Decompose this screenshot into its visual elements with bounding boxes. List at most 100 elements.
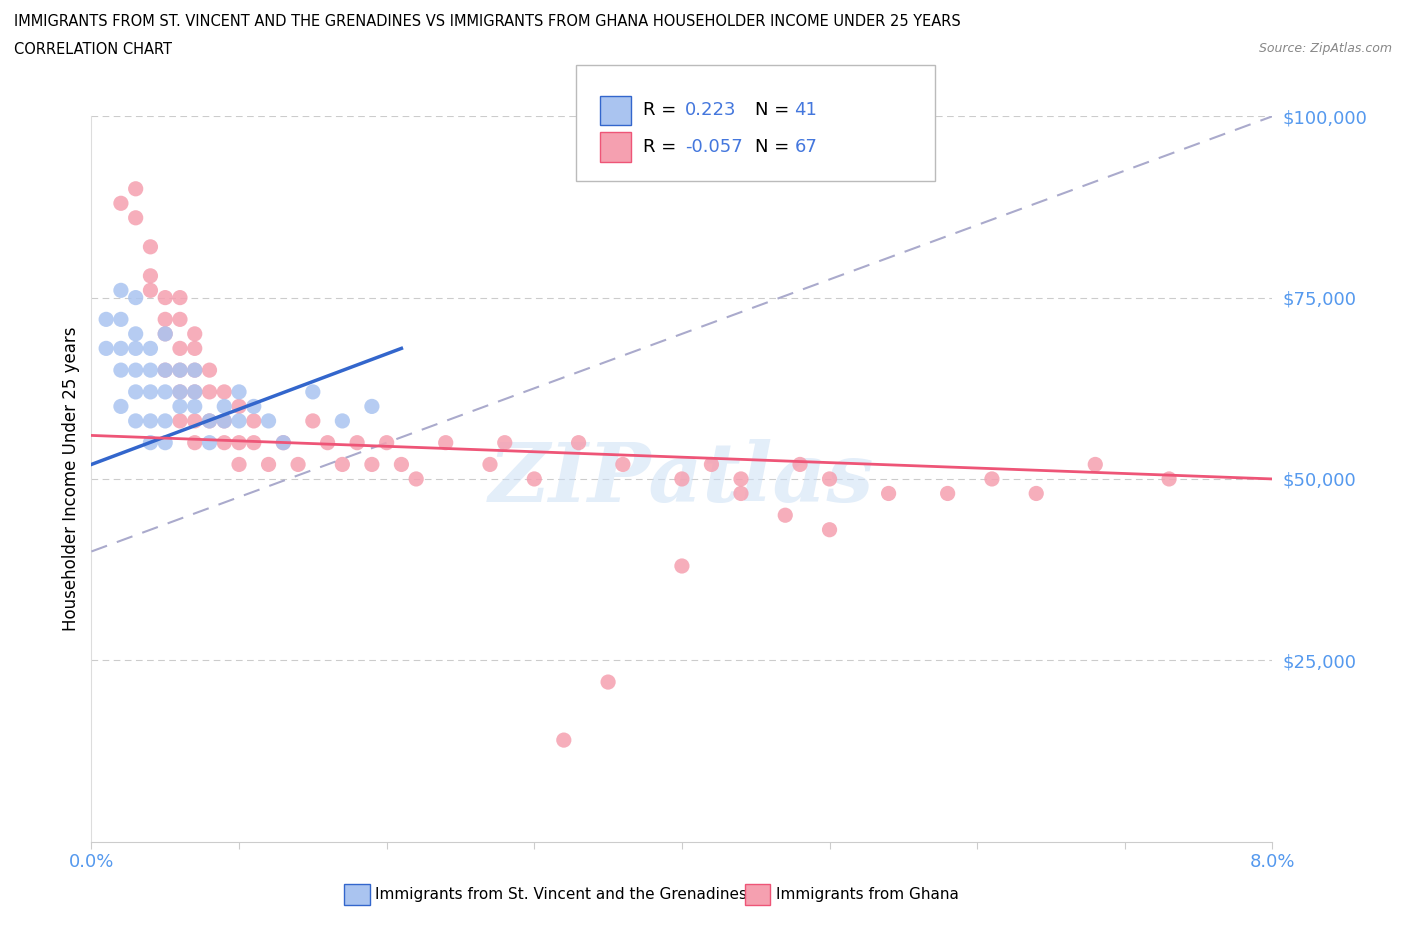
Point <box>1025 486 1047 501</box>
Point <box>139 283 162 298</box>
Point <box>877 486 900 501</box>
Point <box>789 457 811 472</box>
Point <box>671 472 693 486</box>
Point <box>346 435 368 450</box>
Point <box>110 399 132 414</box>
Point <box>183 435 207 450</box>
Point <box>139 239 162 254</box>
Point <box>568 435 591 450</box>
Point <box>139 435 162 450</box>
Point <box>228 384 250 399</box>
Point <box>360 457 382 472</box>
Point <box>169 399 191 414</box>
Point <box>332 414 354 429</box>
Point <box>243 399 266 414</box>
Point <box>124 210 148 225</box>
Text: R =: R = <box>643 101 682 119</box>
Point <box>139 363 162 378</box>
Point <box>110 341 132 356</box>
Point <box>243 414 266 429</box>
Point <box>730 486 752 501</box>
Point <box>110 283 132 298</box>
Text: R =: R = <box>643 138 682 155</box>
Point <box>110 363 132 378</box>
Point <box>1084 457 1107 472</box>
Point <box>1159 472 1181 486</box>
Point <box>153 414 177 429</box>
Point <box>494 435 516 450</box>
Point <box>818 523 841 538</box>
Point <box>139 384 162 399</box>
Point <box>183 414 207 429</box>
Point <box>478 457 502 472</box>
Point <box>405 472 427 486</box>
Point <box>169 384 191 399</box>
Point <box>523 472 546 486</box>
Point <box>301 384 323 399</box>
Point <box>139 269 162 284</box>
Point <box>169 312 191 326</box>
Point <box>124 384 148 399</box>
Point <box>169 341 191 356</box>
Point <box>257 457 280 472</box>
Point <box>228 435 250 450</box>
Point <box>198 363 221 378</box>
Point <box>183 326 207 341</box>
Point <box>671 559 693 574</box>
Point <box>124 181 148 196</box>
Point <box>96 341 118 356</box>
Point <box>301 414 323 429</box>
Point <box>153 312 177 326</box>
Point <box>198 414 221 429</box>
Text: Source: ZipAtlas.com: Source: ZipAtlas.com <box>1258 42 1392 55</box>
Point <box>228 414 250 429</box>
Point <box>214 384 236 399</box>
Point <box>183 399 207 414</box>
Point <box>391 457 413 472</box>
Point <box>124 414 148 429</box>
Point <box>598 674 620 689</box>
Point <box>183 384 207 399</box>
Point <box>214 414 236 429</box>
Point <box>183 363 207 378</box>
Point <box>110 312 132 326</box>
Text: Immigrants from St. Vincent and the Grenadines: Immigrants from St. Vincent and the Gren… <box>375 887 748 902</box>
Text: ZIPatlas: ZIPatlas <box>489 439 875 519</box>
Point <box>153 290 177 305</box>
Point <box>214 435 236 450</box>
Point <box>169 384 191 399</box>
Point <box>700 457 723 472</box>
Text: CORRELATION CHART: CORRELATION CHART <box>14 42 172 57</box>
Point <box>271 435 295 450</box>
Point <box>153 363 177 378</box>
Text: N =: N = <box>755 138 794 155</box>
Point <box>316 435 339 450</box>
Point <box>124 341 148 356</box>
Text: Immigrants from Ghana: Immigrants from Ghana <box>776 887 959 902</box>
Point <box>198 414 221 429</box>
Point <box>96 312 118 326</box>
Point <box>124 326 148 341</box>
Text: -0.057: -0.057 <box>685 138 742 155</box>
Point <box>214 399 236 414</box>
Text: IMMIGRANTS FROM ST. VINCENT AND THE GRENADINES VS IMMIGRANTS FROM GHANA HOUSEHOL: IMMIGRANTS FROM ST. VINCENT AND THE GREN… <box>14 14 960 29</box>
Y-axis label: Householder Income Under 25 years: Householder Income Under 25 years <box>62 326 80 631</box>
Point <box>198 435 221 450</box>
Point <box>183 341 207 356</box>
Point <box>375 435 398 450</box>
Point <box>169 414 191 429</box>
Point <box>730 472 752 486</box>
Point <box>228 399 250 414</box>
Point <box>818 472 841 486</box>
Point <box>936 486 959 501</box>
Text: 67: 67 <box>794 138 817 155</box>
Point <box>214 414 236 429</box>
Point <box>139 414 162 429</box>
Text: 0.223: 0.223 <box>685 101 737 119</box>
Point <box>153 435 177 450</box>
Point <box>553 733 575 748</box>
Point <box>183 363 207 378</box>
Point <box>110 196 132 211</box>
Point <box>153 384 177 399</box>
Point <box>257 414 280 429</box>
